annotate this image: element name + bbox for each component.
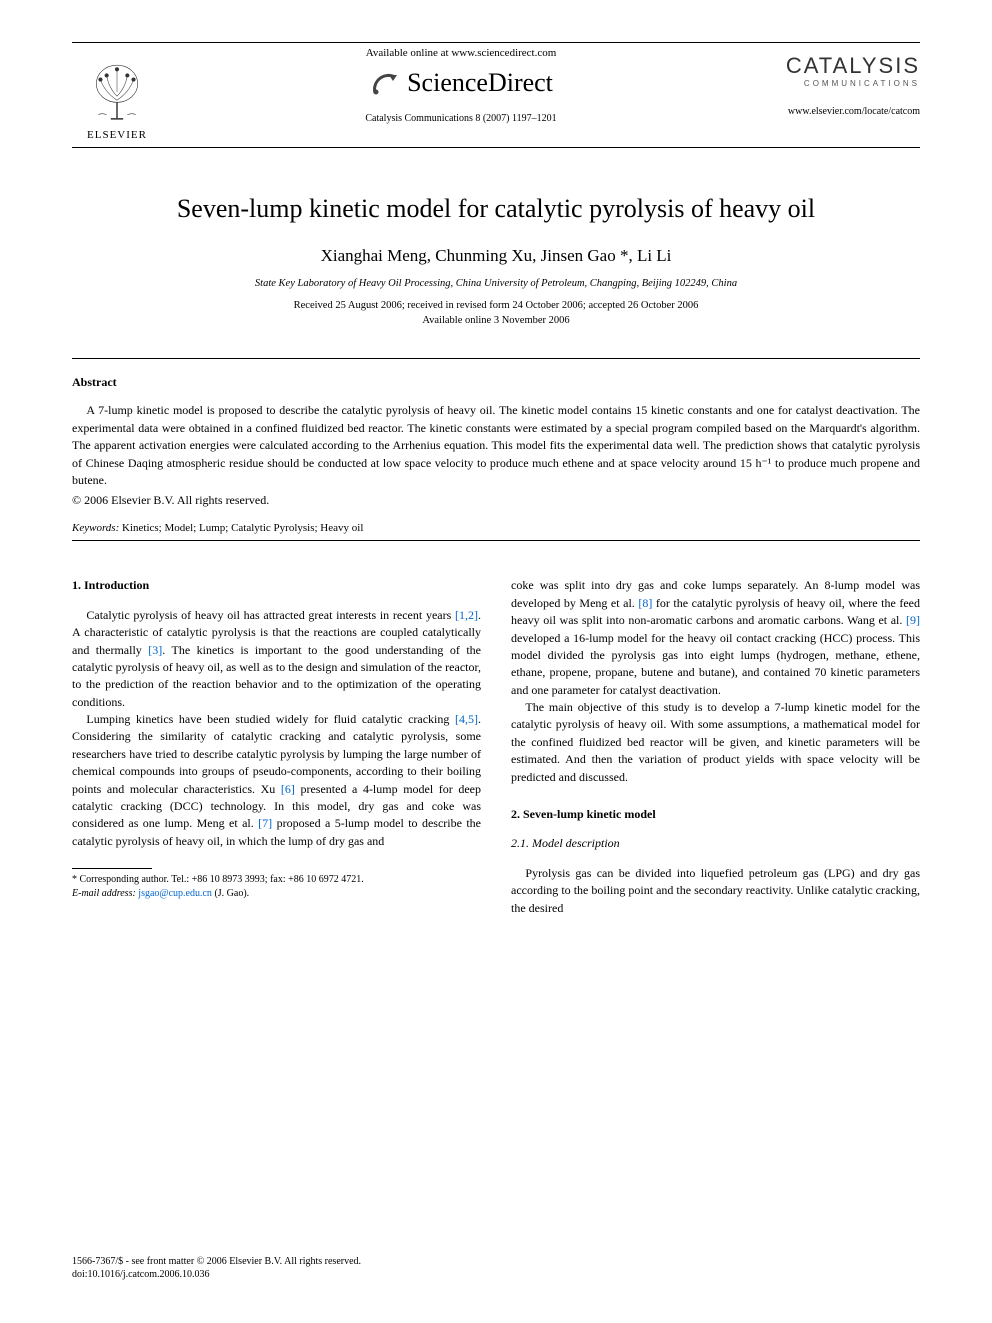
section-2-heading: 2. Seven-lump kinetic model	[511, 806, 920, 823]
citation-3[interactable]: [3]	[148, 643, 162, 657]
abstract-body: A 7-lump kinetic model is proposed to de…	[72, 402, 920, 489]
journal-name: CATALYSIS	[760, 53, 920, 79]
keywords-label: Keywords:	[72, 522, 119, 534]
page-footer: 1566-7367/$ - see front matter © 2006 El…	[72, 1255, 361, 1281]
citation-1-2[interactable]: [1,2]	[455, 608, 478, 622]
citation-8[interactable]: [8]	[638, 596, 652, 610]
citation-9[interactable]: [9]	[906, 613, 920, 627]
sciencedirect-text: ScienceDirect	[407, 68, 553, 98]
footnote-line-2: E-mail address: jsgao@cup.edu.cn (J. Gao…	[72, 887, 481, 901]
intro-para-2: Lumping kinetics have been studied widel…	[72, 711, 481, 850]
footer-copyright: 1566-7367/$ - see front matter © 2006 El…	[72, 1255, 361, 1268]
journal-subname: COMMUNICATIONS	[760, 79, 920, 88]
sciencedirect-logo: ScienceDirect	[162, 67, 760, 99]
publisher-logo-block: ELSEVIER	[72, 43, 162, 141]
corresponding-author-footnote: * Corresponding author. Tel.: +86 10 897…	[72, 873, 481, 901]
abstract-copyright: © 2006 Elsevier B.V. All rights reserved…	[72, 493, 920, 508]
intro-para-1: Catalytic pyrolysis of heavy oil has att…	[72, 607, 481, 711]
available-online-text: Available online at www.sciencedirect.co…	[162, 47, 760, 59]
dates-received: Received 25 August 2006; received in rev…	[294, 300, 699, 311]
citation-6[interactable]: [6]	[281, 782, 295, 796]
footer-doi: doi:10.1016/j.catcom.2006.10.036	[72, 1268, 361, 1281]
intro-para-3: The main objective of this study is to d…	[511, 699, 920, 786]
section-2-1-heading: 2.1. Model description	[511, 835, 920, 852]
author-email[interactable]: jsgao@cup.edu.cn	[136, 888, 212, 899]
right-column: coke was split into dry gas and coke lum…	[511, 577, 920, 917]
left-column: 1. Introduction Catalytic pyrolysis of h…	[72, 577, 481, 917]
authors-line: Xianghai Meng, Chunming Xu, Jinsen Gao *…	[72, 246, 920, 266]
article-dates: Received 25 August 2006; received in rev…	[72, 299, 920, 328]
header-center: Available online at www.sciencedirect.co…	[162, 43, 760, 124]
elsevier-label: ELSEVIER	[72, 129, 162, 141]
dates-available: Available online 3 November 2006	[422, 315, 569, 326]
citation-7[interactable]: [7]	[258, 816, 272, 830]
article-title: Seven-lump kinetic model for catalytic p…	[72, 194, 920, 224]
journal-logo-block: CATALYSIS COMMUNICATIONS www.elsevier.co…	[760, 43, 920, 117]
keywords-value: Kinetics; Model; Lump; Catalytic Pyrolys…	[119, 522, 363, 534]
model-para-1: Pyrolysis gas can be divided into liquef…	[511, 865, 920, 917]
citation-4-5[interactable]: [4,5]	[455, 712, 478, 726]
footnote-line-1: * Corresponding author. Tel.: +86 10 897…	[72, 873, 481, 887]
page-header: ELSEVIER Available online at www.science…	[72, 43, 920, 141]
abstract-heading: Abstract	[72, 375, 920, 390]
body-columns: 1. Introduction Catalytic pyrolysis of h…	[72, 577, 920, 917]
sciencedirect-arc-icon	[369, 67, 401, 99]
keywords-line: Keywords: Kinetics; Model; Lump; Catalyt…	[72, 522, 920, 534]
intro-para-2-cont: coke was split into dry gas and coke lum…	[511, 577, 920, 699]
locate-url: www.elsevier.com/locate/catcom	[760, 106, 920, 117]
journal-reference: Catalysis Communications 8 (2007) 1197–1…	[162, 113, 760, 124]
elsevier-tree-icon	[86, 61, 148, 123]
section-1-heading: 1. Introduction	[72, 577, 481, 594]
affiliation: State Key Laboratory of Heavy Oil Proces…	[72, 278, 920, 289]
